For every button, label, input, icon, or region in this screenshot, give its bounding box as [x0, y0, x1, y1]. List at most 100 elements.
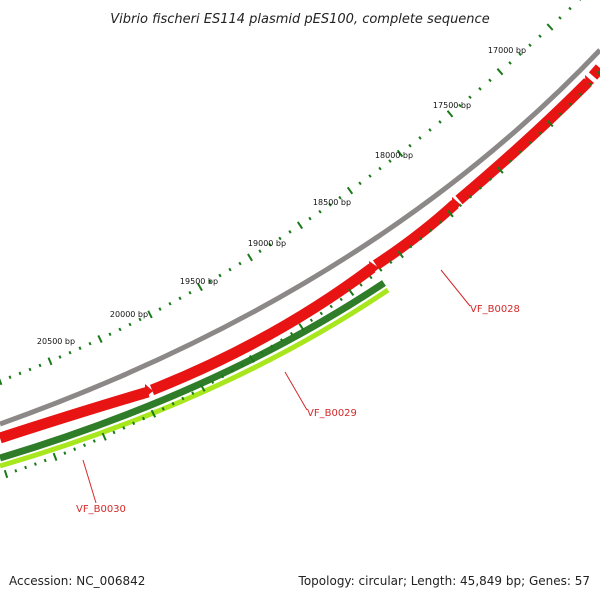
tick-label: 17500 bp [433, 101, 471, 110]
minor-tick [43, 458, 47, 463]
minor-tick [328, 202, 332, 207]
minor-tick [329, 304, 333, 309]
minor-tick [112, 430, 116, 435]
minor-tick [339, 297, 343, 302]
callout-line [440, 269, 471, 307]
minor-tick [178, 296, 182, 301]
minor-tick [508, 61, 512, 65]
major-tick [298, 323, 305, 331]
minor-tick [478, 87, 482, 91]
major-tick [397, 250, 404, 259]
minor-tick [289, 331, 294, 336]
minor-tick [408, 244, 413, 249]
minor-tick [518, 52, 522, 56]
major-tick [447, 210, 454, 218]
arrowhead [369, 261, 379, 276]
minor-tick [8, 375, 12, 380]
minor-tick [458, 103, 462, 108]
minor-tick [458, 203, 463, 208]
minor-tick [278, 236, 282, 241]
minor-tick [308, 216, 312, 221]
minor-tick [438, 220, 443, 224]
reverse-gene-track [0, 280, 390, 469]
minor-tick [418, 236, 423, 241]
callout-line [82, 459, 97, 504]
minor-tick [14, 469, 18, 473]
gene-label-vf-b0028: VF_B0028 [470, 304, 520, 315]
tick-label: 19500 bp [180, 277, 218, 286]
gene-arrow-reverse-dark [0, 280, 386, 462]
gene-arrow [455, 78, 592, 205]
major-tick [247, 253, 253, 262]
minor-tick [418, 136, 422, 140]
tick-label: 17000 bp [488, 46, 526, 55]
minor-tick [92, 439, 96, 443]
minor-tick [63, 451, 67, 455]
minor-tick [82, 443, 87, 447]
minor-tick [171, 401, 175, 406]
minor-tick [388, 159, 392, 163]
major-tick [147, 310, 153, 319]
map-title: Vibrio fischeri ES114 plasmid pES100, co… [110, 12, 489, 27]
major-tick [346, 186, 354, 195]
minor-tick [558, 112, 562, 116]
tick-label: 19000 bp [248, 239, 286, 248]
minor-tick [28, 367, 32, 372]
minor-tick [128, 322, 132, 327]
minor-tick [478, 186, 482, 190]
sequence-summary: Topology: circular; Length: 45,849 bp; G… [298, 574, 590, 588]
tick-label: 20000 bp [110, 310, 148, 319]
minor-tick [220, 374, 225, 379]
minor-tick [359, 283, 363, 287]
minor-tick [240, 363, 244, 367]
major-tick [446, 110, 454, 118]
minor-tick [258, 249, 262, 254]
callout-line [284, 371, 308, 411]
gene-label-vf-b0029: VF_B0029 [307, 408, 357, 419]
major-tick [249, 354, 255, 363]
minor-tick [528, 140, 532, 145]
minor-tick [528, 43, 532, 47]
minor-tick [108, 332, 112, 337]
minor-tick [218, 273, 222, 278]
gene-arrow [149, 263, 376, 396]
minor-tick [568, 6, 572, 11]
minor-tick [191, 391, 195, 395]
minor-tick [518, 150, 522, 154]
major-tick [546, 119, 554, 128]
minor-tick [428, 128, 432, 132]
minor-tick [268, 243, 272, 247]
major-tick [0, 378, 3, 386]
minor-tick [24, 465, 28, 470]
minor-tick [288, 230, 292, 234]
major-tick [296, 221, 304, 230]
major-tick [150, 409, 157, 418]
minor-tick [368, 174, 372, 178]
minor-tick [270, 344, 274, 349]
forward-gene-track [0, 64, 600, 444]
major-tick [47, 357, 53, 366]
minor-tick [138, 317, 142, 322]
minor-tick [568, 102, 572, 106]
minor-tick [18, 371, 22, 376]
major-tick [3, 469, 9, 479]
major-tick [496, 166, 504, 174]
scale-tick-labels: 17000 bp 17500 bp 18000 bp 18500 bp 1900… [37, 46, 526, 346]
major-tick [396, 149, 404, 158]
minor-tick [161, 407, 165, 411]
minor-tick [168, 301, 172, 306]
minor-tick [588, 82, 592, 86]
tick-label: 18000 bp [375, 151, 413, 160]
minor-tick [468, 95, 472, 100]
minor-tick [88, 341, 92, 346]
minor-tick [358, 181, 362, 186]
arrowhead [452, 197, 461, 212]
minor-tick [188, 290, 192, 295]
major-tick [52, 452, 58, 461]
major-tick [101, 432, 107, 441]
minor-tick [379, 268, 383, 272]
minor-tick [58, 355, 62, 359]
major-tick [199, 383, 206, 392]
